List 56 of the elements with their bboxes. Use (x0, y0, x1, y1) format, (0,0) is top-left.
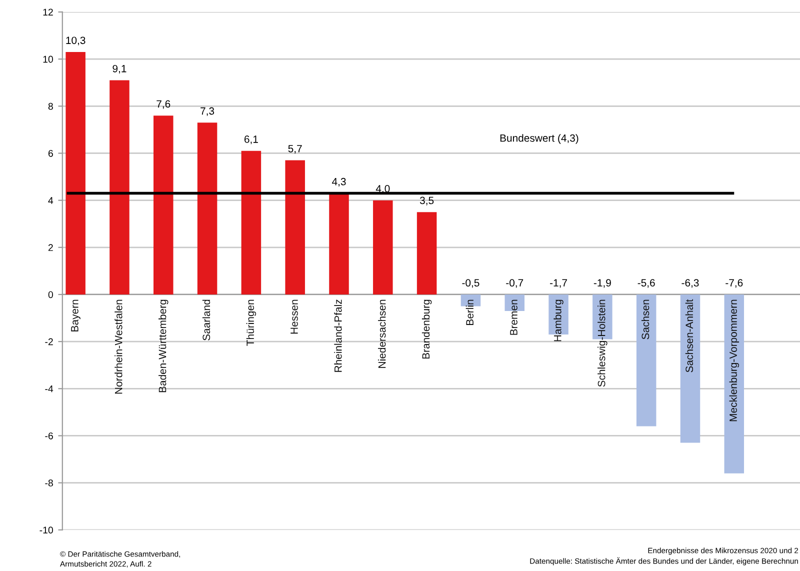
bar (110, 80, 130, 294)
data-label: 7,3 (200, 107, 214, 116)
bar (197, 122, 218, 294)
x-tick-label: Saarland (202, 300, 210, 340)
y-tick-label: -2 (45, 338, 53, 346)
bar (154, 116, 174, 294)
data-label: -0,5 (462, 279, 480, 288)
x-tick-label: Hessen (290, 300, 298, 334)
bar (416, 212, 437, 294)
y-tick-label: 12 (43, 8, 53, 16)
x-tick-label: Hamburg (554, 300, 564, 342)
data-label: -7,6 (726, 279, 743, 288)
x-tick-label: Bayern (71, 300, 80, 332)
bar (373, 200, 393, 294)
x-tick-label: Rheinland-Pfalz (334, 300, 342, 372)
y-tick-label: -8 (45, 480, 53, 486)
x-tick-label: Mecklenburg-Vorpommern (729, 300, 739, 422)
x-tick-label: Baden-Württemberg (158, 300, 168, 392)
y-tick-label: -6 (45, 432, 53, 440)
data-label: 5,7 (288, 145, 302, 154)
bar (285, 160, 305, 294)
y-tick-label: 2 (48, 244, 53, 251)
bar (241, 150, 262, 294)
bar (636, 294, 656, 426)
x-tick-label: Nordrhein-Westfalen (114, 300, 122, 394)
x-tick-label: Schleswig-Holstein (598, 300, 608, 387)
y-tick-label: 0 (48, 291, 53, 298)
x-tick-label: Bremen (510, 300, 518, 335)
x-tick-label: Sachsen-Anhalt (685, 299, 694, 372)
data-label: 9,1 (112, 64, 126, 74)
data-label: 10,3 (66, 36, 86, 46)
data-label: -1,9 (594, 279, 611, 288)
x-tick-label: Thüringen (246, 300, 256, 346)
bar (329, 193, 349, 294)
data-label: 3,5 (420, 196, 434, 206)
data-label: 4,3 (332, 178, 346, 187)
data-label: 7,6 (156, 100, 170, 109)
bar (66, 52, 86, 294)
bar (680, 294, 700, 443)
ref-line-label: Bundeswert (4,3) (500, 134, 578, 144)
y-tick-label: 8 (48, 102, 53, 110)
x-tick-label: Sachsen (641, 300, 650, 340)
y-tick-label: 10 (43, 56, 53, 63)
x-tick-label: Niedersachsen (378, 300, 386, 368)
bar (724, 294, 744, 474)
x-tick-label: Berlin (466, 300, 474, 325)
y-tick-label: -10 (40, 526, 53, 534)
y-tick-label: 4 (48, 197, 54, 204)
y-tick-label: -4 (45, 385, 54, 392)
x-tick-label: Brandenburg (422, 300, 432, 359)
data-label: -0,7 (506, 279, 524, 288)
y-tick-label: 6 (48, 150, 53, 157)
data-label: -5,6 (638, 279, 655, 288)
data-label: -1,7 (550, 279, 567, 288)
data-label: -6,3 (682, 279, 699, 288)
data-label: 6,1 (244, 136, 258, 144)
